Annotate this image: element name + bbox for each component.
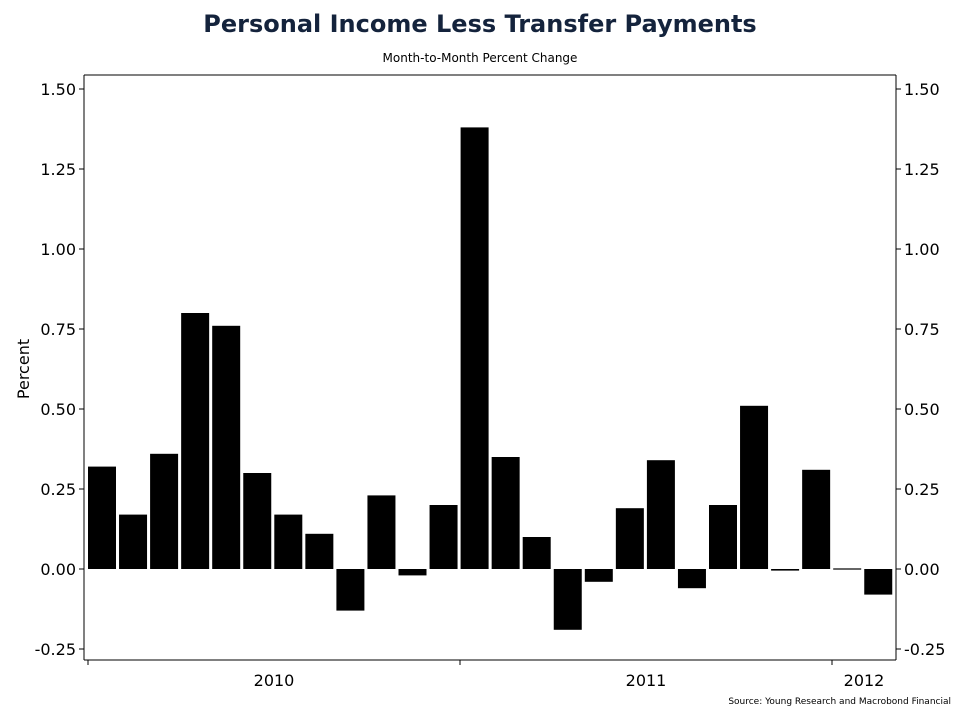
bar-4 (212, 325, 241, 569)
y-tick-label-right: 0.50 (904, 400, 940, 419)
y-tick-label-left: 1.00 (40, 240, 76, 259)
bar-9 (367, 495, 396, 569)
y-tick-label-left: 0.75 (40, 320, 76, 339)
x-tick-label: 2011 (626, 671, 667, 690)
bar-25 (864, 569, 893, 595)
bar-5 (243, 473, 272, 569)
bar-1 (119, 514, 148, 569)
y-tick-label-right: 1.25 (904, 160, 940, 179)
bar-group (88, 127, 893, 630)
y-tick-label-right: 0.75 (904, 320, 940, 339)
y-tick-label-right: 1.50 (904, 80, 940, 99)
bar-15 (553, 569, 582, 630)
bar-12 (460, 127, 489, 570)
bar-14 (522, 537, 551, 569)
x-tick-label: 2012 (844, 671, 885, 690)
bar-6 (274, 514, 303, 569)
bar-21 (740, 405, 769, 569)
x-tick-label: 2010 (254, 671, 295, 690)
chart-title: Personal Income Less Transfer Payments (203, 10, 757, 38)
y-tick-label-right: 0.25 (904, 480, 940, 499)
bar-2 (150, 453, 179, 569)
bar-3 (181, 313, 210, 569)
source-note: Source: Young Research and Macrobond Fin… (728, 697, 951, 707)
y-tick-label-left: 1.25 (40, 160, 76, 179)
bar-8 (336, 569, 365, 611)
y-tick-label-left: 0.50 (40, 400, 76, 419)
bar-19 (677, 569, 706, 589)
bar-22 (771, 569, 800, 571)
bar-7 (305, 533, 334, 569)
bar-11 (429, 505, 458, 569)
bar-24 (833, 568, 862, 570)
y-tick-label-left: -0.25 (35, 640, 76, 659)
y-tick-label-right: 1.00 (904, 240, 940, 259)
bar-17 (615, 508, 644, 569)
bar-20 (709, 505, 737, 569)
y-tick-label-left: 0.25 (40, 480, 76, 499)
bar-13 (491, 457, 520, 569)
axes: -0.25 -0.25 0.00 0.00 0.25 0.25 0.50 0.50 0.75 0.… (35, 74, 945, 690)
y-tick-label-right: -0.25 (904, 640, 945, 659)
bar-23 (802, 469, 831, 569)
y-axis-label: Percent (14, 339, 33, 399)
bar-18 (646, 460, 675, 569)
bar-0 (88, 466, 116, 569)
bar-16 (584, 569, 613, 582)
bar-10 (398, 569, 427, 576)
y-tick-label-left: 1.50 (40, 80, 76, 99)
y-tick-label-right: 0.00 (904, 560, 940, 579)
chart-subtitle: Month-to-Month Percent Change (382, 51, 578, 65)
y-tick-label-left: 0.00 (40, 560, 76, 579)
